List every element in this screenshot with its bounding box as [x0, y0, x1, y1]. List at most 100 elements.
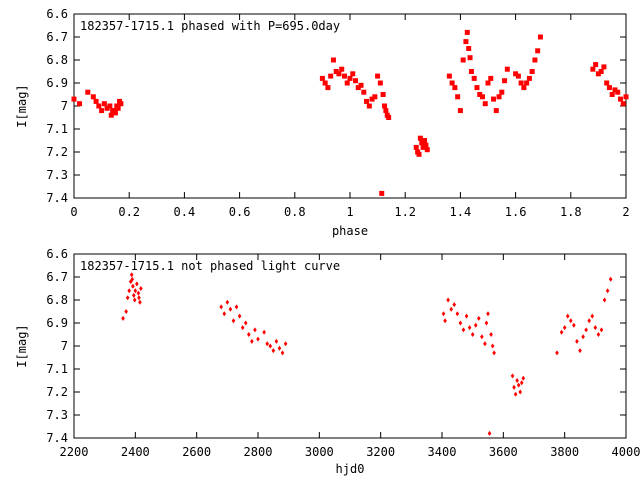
- unphased-panel: 182357-1715.1 not phased light curve hjd…: [15, 247, 640, 476]
- phased-data-point: [455, 94, 461, 100]
- phased-data-point: [101, 101, 107, 107]
- phased-data-point: [479, 94, 485, 100]
- phased-data-point: [341, 73, 347, 79]
- phased-data-point: [339, 66, 345, 72]
- unphased-data-point: [247, 332, 251, 337]
- phased-data-point: [333, 69, 339, 74]
- phased-data-point: [623, 94, 629, 100]
- unphased-x-tick-label: 4000: [612, 445, 640, 459]
- phased-y-axis-label: I[mag]: [15, 84, 29, 127]
- phased-data-point: [617, 96, 623, 102]
- unphased-data-point: [596, 332, 601, 337]
- phased-data-point: [609, 92, 615, 97]
- phased-data-point: [369, 96, 375, 102]
- unphased-chart-title: 182357-1715.1 not phased light curve: [80, 259, 340, 273]
- unphased-y-tick-label: 7.4: [46, 431, 68, 445]
- phased-data-point: [502, 78, 508, 84]
- unphased-data-point: [510, 373, 515, 379]
- phased-data-point: [449, 80, 455, 86]
- phased-data-points: [71, 29, 629, 196]
- phased-data-point: [535, 48, 541, 54]
- phased-data-point: [85, 89, 91, 95]
- phased-data-point: [529, 69, 535, 74]
- unphased-data-point: [268, 343, 273, 349]
- phased-data-point: [457, 108, 463, 114]
- unphased-data-point: [449, 306, 453, 312]
- phased-data-point: [350, 71, 356, 77]
- phased-data-point: [420, 144, 426, 150]
- phased-data-point: [419, 140, 425, 146]
- unphased-data-point: [587, 318, 591, 324]
- unphased-data-point: [280, 350, 285, 356]
- phased-data-point: [521, 85, 527, 91]
- unphased-data-point: [518, 389, 522, 395]
- unphased-x-tick-label: 3200: [366, 445, 395, 459]
- unphased-data-point: [484, 320, 489, 326]
- unphased-y-tick-label: 7.1: [46, 362, 68, 376]
- phased-data-point: [482, 101, 488, 107]
- unphased-x-tick-label: 3600: [489, 445, 518, 459]
- unphased-data-point: [138, 299, 142, 305]
- phased-data-point: [424, 147, 430, 153]
- phased-data-point: [319, 75, 325, 81]
- phased-data-point: [99, 108, 105, 114]
- phased-data-point: [358, 82, 364, 88]
- phased-x-tick-label: 0.6: [229, 205, 251, 219]
- phased-data-point: [446, 73, 452, 79]
- phased-data-point: [532, 57, 538, 63]
- phased-data-point: [347, 75, 353, 81]
- unphased-x-axis-label: hjd0: [336, 462, 365, 476]
- phased-x-tick-label: 0: [70, 205, 77, 219]
- phased-data-point: [377, 80, 383, 86]
- phased-data-point: [380, 92, 386, 97]
- phased-data-point: [466, 46, 472, 51]
- phased-data-point: [336, 71, 342, 77]
- unphased-data-point: [256, 336, 260, 342]
- unphased-data-point: [515, 378, 519, 383]
- unphased-data-point: [490, 343, 495, 349]
- phased-data-point: [526, 75, 532, 81]
- unphased-data-point: [513, 391, 518, 397]
- unphased-data-point: [555, 350, 559, 356]
- unphased-y-tick-label: 6.7: [46, 270, 68, 284]
- unphased-data-point: [581, 334, 585, 340]
- unphased-data-point: [231, 318, 236, 324]
- unphased-data-point: [483, 341, 487, 347]
- unphased-y-tick-label: 6.6: [46, 247, 68, 261]
- phased-data-point: [499, 89, 505, 95]
- phased-data-point: [620, 101, 626, 107]
- unphased-data-point: [125, 295, 130, 301]
- phased-data-point: [372, 94, 378, 100]
- phased-data-point: [417, 135, 423, 141]
- phased-x-tick-label: 0.4: [174, 205, 196, 219]
- phased-data-point: [615, 89, 621, 95]
- phased-x-tick-label: 1.4: [450, 205, 472, 219]
- phased-data-point: [366, 103, 372, 109]
- unphased-data-point: [228, 306, 233, 312]
- phased-data-point: [344, 80, 350, 86]
- unphased-x-tick-label: 3000: [305, 445, 334, 459]
- phased-data-point: [452, 85, 458, 91]
- phased-data-point: [328, 73, 334, 79]
- phased-data-point: [107, 103, 113, 109]
- phased-data-point: [496, 94, 502, 100]
- phased-data-point: [488, 75, 494, 81]
- unphased-data-point: [137, 295, 141, 301]
- unphased-data-point: [464, 313, 469, 319]
- phased-y-tick-label: 7.3: [46, 168, 68, 182]
- unphased-data-point: [489, 332, 493, 337]
- unphased-data-point: [599, 327, 604, 333]
- unphased-data-points: [121, 272, 613, 436]
- phased-data-point: [382, 103, 387, 109]
- unphased-y-tick-label: 6.8: [46, 293, 68, 307]
- unphased-data-point: [569, 318, 573, 324]
- unphased-data-point: [277, 345, 282, 351]
- unphased-data-point: [243, 320, 248, 326]
- unphased-data-point: [240, 325, 245, 331]
- unphased-data-point: [219, 304, 223, 310]
- phased-data-point: [468, 69, 474, 74]
- unphased-data-point: [237, 313, 242, 319]
- unphased-x-tick-label: 2400: [121, 445, 150, 459]
- phased-data-point: [504, 66, 510, 72]
- unphased-y-tick-label: 7.2: [46, 385, 68, 399]
